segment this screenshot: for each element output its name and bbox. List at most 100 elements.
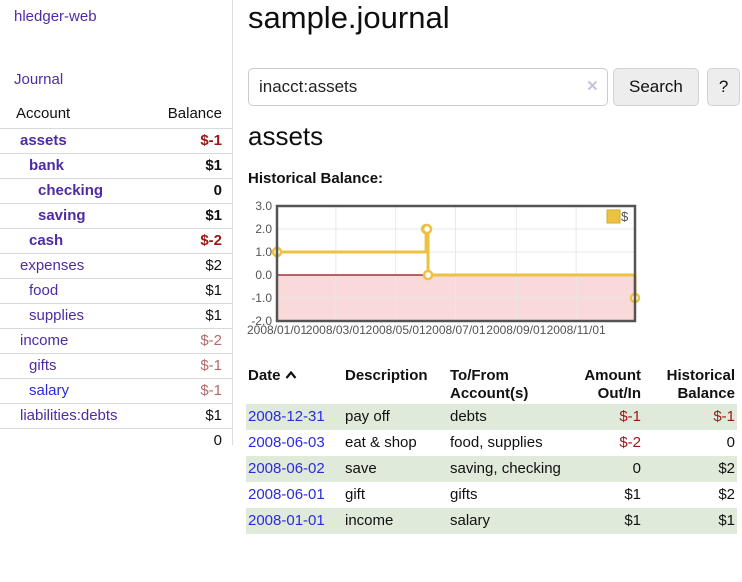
register-description: save <box>345 460 377 477</box>
account-balance: $-1 <box>150 353 232 379</box>
account-tree: Account Balance assets $-1 bank $1 check… <box>0 103 232 453</box>
main-content: sample.journal × Search ? assets Histori… <box>246 0 742 582</box>
column-header-balance: Historical Balance <box>666 367 735 402</box>
column-header-description: Description <box>345 367 428 384</box>
total-spacer <box>0 428 151 453</box>
account-link[interactable]: food <box>29 282 59 299</box>
account-balance: $1 <box>150 203 232 229</box>
svg-text:$: $ <box>621 209 629 224</box>
account-link[interactable]: checking <box>38 182 104 199</box>
account-row: bank $1 <box>0 153 232 179</box>
account-balance: $-2 <box>150 328 232 354</box>
register-amount: $1 <box>624 486 641 503</box>
svg-text:2.0: 2.0 <box>255 222 272 236</box>
search-input[interactable] <box>248 68 608 106</box>
svg-text:2008/03/01: 2008/03/01 <box>306 323 366 337</box>
register-date-link[interactable]: 2008-01-01 <box>248 512 325 529</box>
sidebar: hledger-web Journal Account Balance asse… <box>0 0 233 453</box>
register-date-link[interactable]: 2008-06-02 <box>248 460 325 477</box>
register-accounts: saving, checking <box>450 460 561 477</box>
account-balance: $-1 <box>150 378 232 404</box>
svg-text:2008/11/01: 2008/11/01 <box>547 323 606 337</box>
register-balance: $-1 <box>713 408 735 425</box>
register-amount: 0 <box>632 460 641 477</box>
register-description: pay off <box>345 408 390 425</box>
register-body: 2008-12-31 pay off debts $-1 $-1 2008-06… <box>246 404 737 534</box>
account-row: assets $-1 <box>0 128 232 154</box>
register-amount: $-2 <box>619 434 641 451</box>
account-balance: $1 <box>150 278 232 304</box>
account-balance: $2 <box>150 253 232 279</box>
sidebar-item-journal[interactable]: Journal <box>14 71 64 88</box>
register-amount: $1 <box>624 512 641 529</box>
register-date-link[interactable]: 2008-12-31 <box>248 408 325 425</box>
register-description: income <box>345 512 394 529</box>
sort-ascending-icon <box>285 367 297 385</box>
account-link[interactable]: salary <box>29 382 70 399</box>
svg-text:-1.0: -1.0 <box>251 291 272 305</box>
account-tree-header: Account Balance <box>0 103 232 129</box>
register-description: gift <box>345 486 366 503</box>
account-link[interactable]: saving <box>38 207 86 224</box>
account-balance: $-2 <box>150 228 232 254</box>
account-link[interactable]: assets <box>20 132 67 149</box>
account-balance: $1 <box>150 403 232 429</box>
account-link[interactable]: supplies <box>29 307 85 324</box>
register-description: eat & shop <box>345 434 417 451</box>
page-title: sample.journal <box>248 0 450 35</box>
account-row: supplies $1 <box>0 303 232 329</box>
account-row: liabilities:debts $1 <box>0 403 232 429</box>
register-accounts: gifts <box>450 486 478 503</box>
account-row: salary $-1 <box>0 378 232 404</box>
account-row: cash $-2 <box>0 228 232 254</box>
account-row: checking 0 <box>0 178 232 204</box>
balance-column-header: Balance <box>167 105 222 122</box>
account-link[interactable]: cash <box>29 232 64 249</box>
account-column-header: Account <box>16 105 71 122</box>
register-table: Date Description To/From Account(s) Amou… <box>246 366 737 534</box>
register-accounts: debts <box>450 408 487 425</box>
clear-search-icon[interactable]: × <box>586 76 598 97</box>
svg-text:3.0: 3.0 <box>255 200 272 213</box>
account-balance: $1 <box>150 303 232 329</box>
brand-link[interactable]: hledger-web <box>14 8 97 25</box>
account-balance: 0 <box>150 178 232 204</box>
account-row: saving $1 <box>0 203 232 229</box>
account-link[interactable]: gifts <box>29 357 57 374</box>
register-date-link[interactable]: 2008-06-01 <box>248 486 325 503</box>
register-balance: 0 <box>726 434 735 451</box>
account-row: expenses $2 <box>0 253 232 279</box>
register-row: 2008-01-01 income salary $1 $1 <box>246 508 737 534</box>
account-tree-body: assets $-1 bank $1 checking 0 saving $1 … <box>0 128 232 429</box>
register-balance: $1 <box>718 512 735 529</box>
account-balance: $-1 <box>150 128 232 154</box>
help-button[interactable]: ? <box>706 68 741 106</box>
account-tree-total-row: 0 <box>0 428 232 453</box>
svg-text:0.0: 0.0 <box>255 268 272 282</box>
svg-text:2008/05/01: 2008/05/01 <box>366 323 426 337</box>
account-balance: $1 <box>150 153 232 179</box>
svg-text:2008/07/01: 2008/07/01 <box>425 323 485 337</box>
column-header-date: Date <box>246 366 343 404</box>
account-link[interactable]: income <box>20 332 69 349</box>
register-balance: $2 <box>718 486 735 503</box>
account-link[interactable]: expenses <box>20 257 85 274</box>
register-row: 2008-06-02 save saving, checking 0 $2 <box>246 456 737 482</box>
account-row: gifts $-1 <box>0 353 232 379</box>
register-row: 2008-12-31 pay off debts $-1 $-1 <box>246 404 737 430</box>
column-header-amount: Amount Out/In <box>584 367 641 402</box>
register-row: 2008-06-03 eat & shop food, supplies $-2… <box>246 430 737 456</box>
account-link[interactable]: liabilities:debts <box>20 407 118 424</box>
account-link[interactable]: bank <box>29 157 65 174</box>
search-input-wrap: × <box>248 68 608 106</box>
register-balance: $2 <box>718 460 735 477</box>
account-row: food $1 <box>0 278 232 304</box>
column-header-accounts: To/From Account(s) <box>450 367 529 402</box>
historical-balance-chart: 3.0 2.0 1.0 0.0 -1.0 -2.0 2008/01/01 2008/03/01… <box>243 199 742 345</box>
register-amount: $-1 <box>619 408 641 425</box>
register-accounts: salary <box>450 512 491 529</box>
account-row: income $-2 <box>0 328 232 354</box>
search-button[interactable]: Search <box>613 68 699 106</box>
search-form: × Search ? <box>248 68 741 106</box>
register-date-link[interactable]: 2008-06-03 <box>248 434 325 451</box>
